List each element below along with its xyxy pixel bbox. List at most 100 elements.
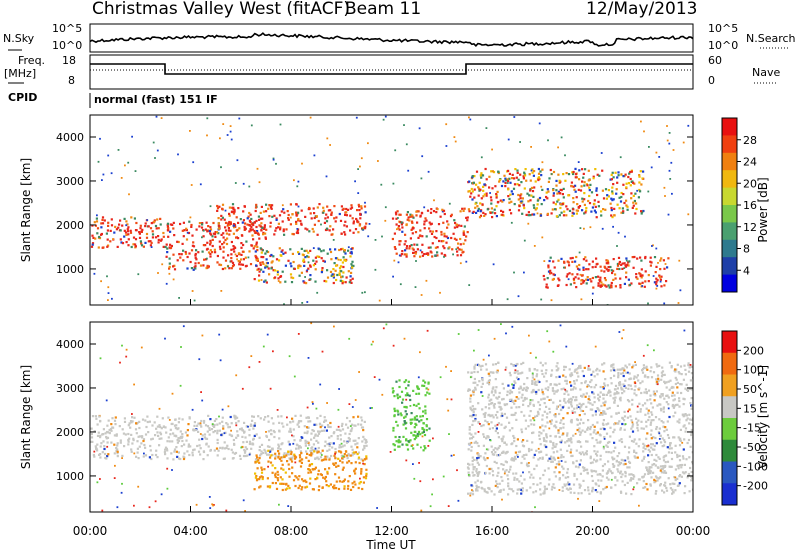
- data-cell: [656, 479, 659, 482]
- data-cell: [322, 206, 325, 209]
- data-cell: [573, 382, 576, 385]
- data-cell: [614, 446, 617, 449]
- noise-cell: [286, 416, 288, 419]
- data-cell: [481, 379, 484, 382]
- data-cell: [495, 461, 498, 465]
- data-cell: [231, 261, 235, 264]
- data-cell: [419, 229, 422, 232]
- data-cell: [648, 415, 651, 419]
- data-cell: [517, 372, 520, 375]
- data-cell: [593, 450, 596, 453]
- noise-cell: [160, 493, 163, 496]
- data-cell: [662, 407, 665, 410]
- data-cell: [408, 245, 412, 248]
- noise-cell: [574, 432, 577, 435]
- data-cell: [691, 488, 693, 491]
- data-cell: [687, 438, 691, 442]
- noise-cell: [272, 157, 275, 160]
- data-cell: [654, 464, 657, 467]
- data-cell: [353, 452, 356, 455]
- data-cell: [186, 267, 189, 270]
- data-cell: [201, 437, 204, 441]
- data-cell: [644, 402, 647, 405]
- noise-cell: [166, 467, 169, 470]
- data-cell: [263, 224, 266, 227]
- data-cell: [338, 273, 341, 276]
- data-cell: [494, 484, 497, 487]
- data-cell: [310, 438, 313, 441]
- data-cell: [360, 458, 363, 461]
- data-cell: [513, 437, 516, 440]
- data-cell: [519, 194, 522, 197]
- data-cell: [545, 405, 548, 408]
- data-cell: [139, 227, 142, 230]
- data-cell: [202, 458, 205, 461]
- data-cell: [477, 453, 480, 456]
- data-cell: [470, 371, 473, 374]
- data-cell: [272, 422, 275, 425]
- data-cell: [394, 435, 397, 439]
- noise-cell: [248, 366, 251, 369]
- data-cell: [267, 420, 270, 423]
- data-cell: [622, 374, 625, 378]
- data-cell: [539, 443, 542, 446]
- data-cell: [193, 421, 196, 424]
- data-cell: [200, 419, 203, 423]
- data-cell: [574, 184, 577, 187]
- data-cell: [655, 380, 658, 383]
- data-cell: [587, 268, 590, 271]
- data-cell: [613, 374, 616, 377]
- data-cell: [215, 447, 219, 450]
- data-cell: [634, 192, 637, 195]
- noise-cell: [125, 355, 128, 358]
- data-cell: [529, 403, 532, 406]
- data-cell: [614, 384, 618, 387]
- data-cell: [507, 179, 510, 183]
- data-cell: [352, 231, 355, 234]
- data-cell: [518, 450, 522, 453]
- data-cell: [281, 488, 284, 492]
- data-cell: [616, 387, 619, 390]
- data-cell: [138, 435, 142, 438]
- data-cell: [118, 425, 121, 428]
- data-cell: [629, 184, 632, 187]
- data-cell: [641, 380, 644, 383]
- data-cell: [521, 388, 524, 391]
- data-cell: [505, 443, 508, 446]
- data-cell: [351, 247, 354, 250]
- data-cell: [308, 443, 311, 446]
- data-cell: [350, 281, 353, 284]
- data-cell: [490, 467, 493, 470]
- data-cell: [457, 224, 460, 227]
- data-cell: [514, 457, 517, 461]
- noise-cell: [412, 463, 414, 465]
- data-cell: [617, 371, 620, 375]
- noise-cell: [489, 439, 492, 442]
- data-cell: [676, 391, 679, 394]
- data-cell: [635, 421, 639, 424]
- data-cell: [224, 267, 227, 270]
- data-cell: [496, 482, 499, 486]
- data-cell: [642, 364, 645, 367]
- data-cell: [594, 211, 597, 214]
- data-cell: [628, 408, 631, 411]
- data-cell: [216, 429, 219, 432]
- data-cell: [626, 466, 629, 469]
- data-cell: [651, 463, 654, 466]
- data-cell: [542, 393, 545, 396]
- data-cell: [330, 233, 333, 236]
- data-cell: [630, 170, 633, 173]
- data-cell: [225, 422, 228, 425]
- data-cell: [468, 426, 471, 429]
- data-cell: [289, 203, 292, 206]
- data-cell: [556, 192, 559, 195]
- data-cell: [241, 263, 245, 266]
- data-cell: [335, 480, 338, 483]
- data-cell: [320, 250, 323, 253]
- data-cell: [508, 429, 511, 432]
- noise-cell: [627, 371, 629, 374]
- data-cell: [411, 221, 414, 224]
- data-cell: [537, 401, 540, 404]
- data-cell: [578, 365, 581, 368]
- data-cell: [362, 476, 365, 479]
